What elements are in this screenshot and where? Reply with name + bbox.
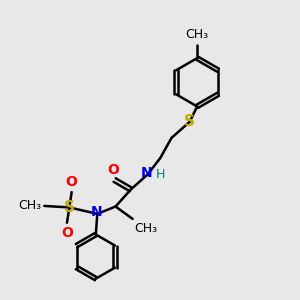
Text: H: H [156, 168, 166, 181]
Text: O: O [66, 175, 78, 189]
Text: N: N [91, 206, 103, 219]
Text: O: O [107, 163, 119, 177]
Text: S: S [64, 200, 75, 215]
Text: N: N [141, 166, 152, 180]
Text: O: O [61, 226, 73, 240]
Text: CH₃: CH₃ [134, 222, 157, 235]
Text: CH₃: CH₃ [185, 28, 209, 41]
Text: CH₃: CH₃ [18, 200, 41, 212]
Text: S: S [184, 114, 195, 129]
